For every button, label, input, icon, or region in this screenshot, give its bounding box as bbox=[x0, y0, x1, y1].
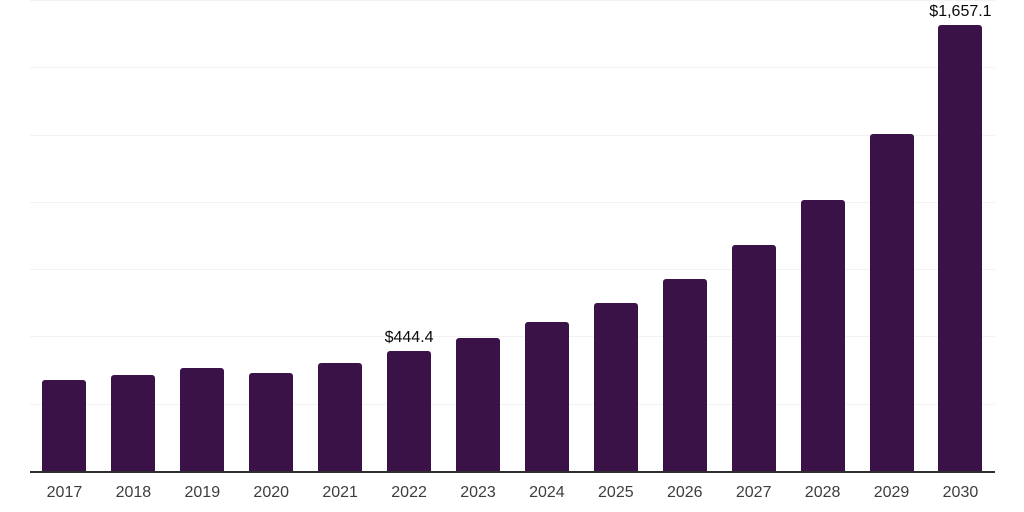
bar-series: $444.4 $1,657.1 bbox=[30, 0, 995, 471]
gridline bbox=[30, 67, 995, 69]
x-axis-label: 2025 bbox=[598, 484, 634, 501]
bar-slot bbox=[444, 0, 513, 471]
plot-area: $444.4 $1,657.1 bbox=[30, 0, 995, 473]
bar-2029 bbox=[869, 133, 914, 471]
gridline bbox=[30, 269, 995, 271]
bar-2020 bbox=[249, 372, 294, 471]
bar-2026 bbox=[662, 278, 707, 471]
bar-slot: $444.4 bbox=[375, 0, 444, 471]
x-axis-label: 2022 bbox=[391, 484, 427, 501]
bar-2023 bbox=[455, 338, 500, 471]
bar-2017 bbox=[42, 379, 87, 471]
bar-2030 bbox=[938, 25, 983, 471]
x-axis-label: 2021 bbox=[322, 484, 358, 501]
gridline bbox=[30, 403, 995, 405]
bar-slot: $1,657.1 bbox=[926, 0, 995, 471]
bar-slot bbox=[857, 0, 926, 471]
gridline bbox=[30, 336, 995, 338]
x-axis-label: 2030 bbox=[942, 484, 979, 501]
bar-2024 bbox=[524, 321, 569, 471]
x-axis-label: 2018 bbox=[115, 484, 152, 501]
bar-slot bbox=[788, 0, 857, 471]
bar-value-label: $1,657.1 bbox=[929, 3, 992, 21]
x-axis-label: 2028 bbox=[804, 484, 841, 501]
x-axis-label: 2017 bbox=[46, 484, 83, 501]
gridline bbox=[30, 201, 995, 203]
bar-2027 bbox=[731, 245, 776, 471]
bar-2021 bbox=[318, 363, 363, 471]
x-axis-label: 2019 bbox=[184, 484, 221, 501]
bar-slot bbox=[719, 0, 788, 471]
bar-slot bbox=[581, 0, 650, 471]
bar-2019 bbox=[180, 368, 225, 471]
bar-slot bbox=[168, 0, 237, 471]
bar-2028 bbox=[800, 199, 845, 471]
bar-slot bbox=[306, 0, 375, 471]
gridline bbox=[30, 134, 995, 136]
x-axis-label: 2026 bbox=[666, 484, 703, 501]
bar-slot bbox=[650, 0, 719, 471]
x-axis-label: 2023 bbox=[460, 484, 496, 501]
bar-2022 bbox=[387, 351, 432, 471]
bar-slot bbox=[99, 0, 168, 471]
bar-slot bbox=[237, 0, 306, 471]
bar-value-label: $444.4 bbox=[384, 329, 434, 347]
x-axis-label: 2027 bbox=[735, 484, 772, 501]
gridline bbox=[30, 0, 995, 1]
bar-2018 bbox=[111, 375, 156, 471]
bar-slot bbox=[30, 0, 99, 471]
x-axis: 2017 2018 2019 2020 2021 2022 2023 2024 2025 2026… bbox=[30, 473, 995, 502]
x-axis-label: 2024 bbox=[529, 484, 565, 501]
bar-slot bbox=[512, 0, 581, 471]
x-axis-label: 2020 bbox=[253, 484, 290, 501]
x-axis-label: 2029 bbox=[873, 484, 910, 501]
gridlines bbox=[30, 0, 995, 471]
bar-2025 bbox=[593, 303, 638, 471]
